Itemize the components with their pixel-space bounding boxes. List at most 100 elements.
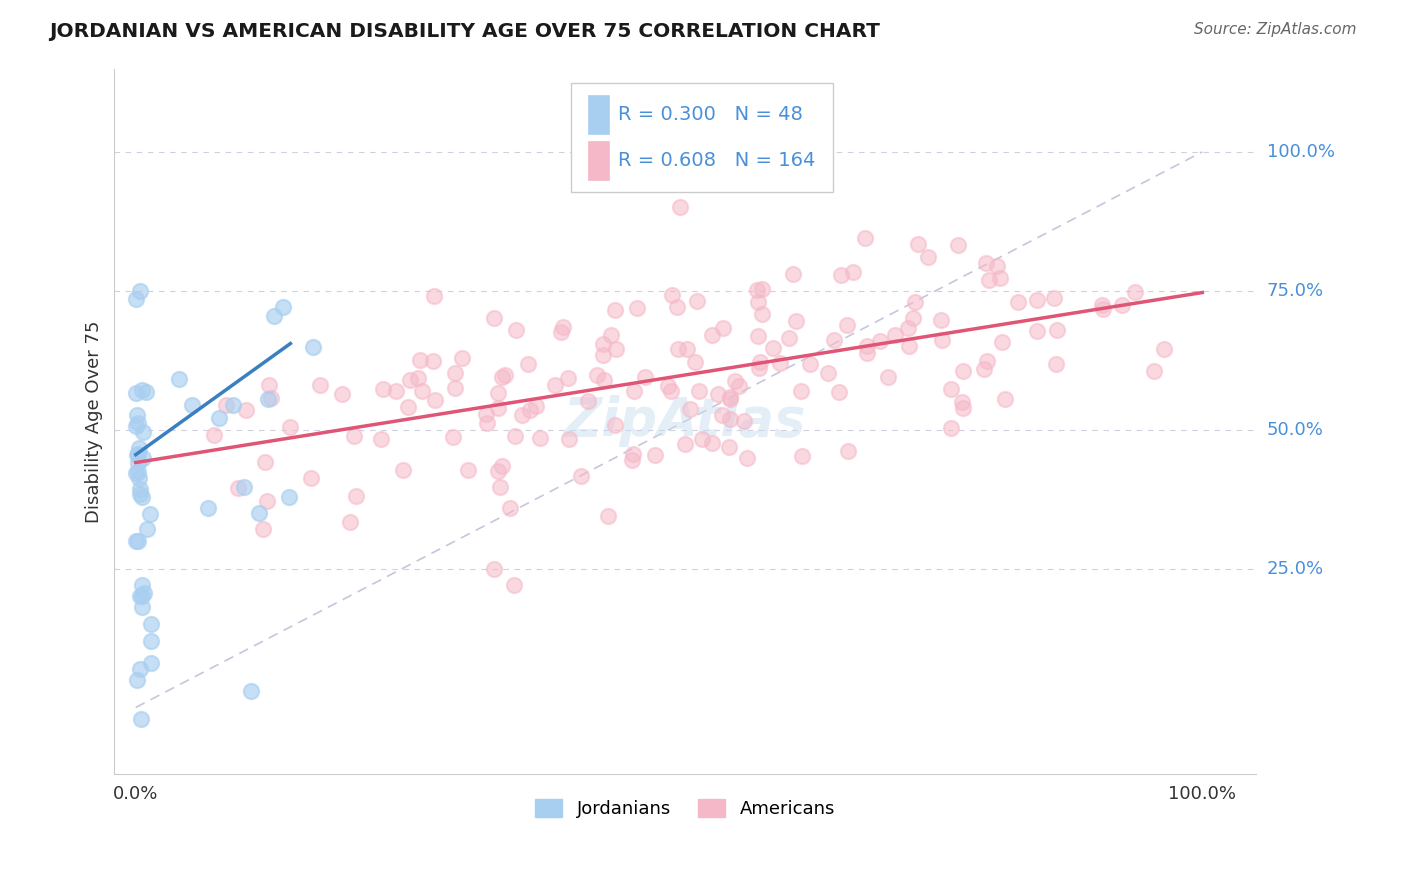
Point — [277, 490, 299, 504]
Point — [644, 448, 666, 462]
Point — [952, 401, 974, 416]
Point — [917, 250, 939, 264]
Point — [785, 314, 807, 328]
Point — [727, 156, 749, 170]
Point — [1043, 291, 1066, 305]
Point — [127, 456, 149, 470]
Point — [950, 395, 973, 409]
Point — [939, 382, 962, 396]
Point — [994, 392, 1017, 406]
Point — [600, 327, 623, 342]
Point — [603, 417, 626, 432]
Point — [256, 494, 278, 508]
Point — [235, 402, 257, 417]
Point — [720, 390, 742, 404]
Point — [510, 409, 533, 423]
Point — [128, 471, 150, 485]
Point — [623, 384, 645, 398]
Point — [256, 392, 278, 406]
Point — [700, 328, 723, 343]
Point — [571, 469, 593, 483]
Point — [128, 482, 150, 496]
Point — [557, 371, 579, 385]
Point — [457, 463, 479, 477]
Point — [125, 386, 148, 401]
Point — [240, 683, 263, 698]
Point — [131, 600, 153, 615]
Point — [131, 383, 153, 397]
Point — [505, 428, 527, 442]
Point — [720, 392, 742, 407]
Point — [747, 294, 769, 309]
Point — [139, 633, 162, 648]
Point — [399, 373, 422, 387]
Point — [263, 309, 285, 323]
Point — [897, 339, 920, 353]
Point — [620, 452, 643, 467]
Point — [931, 333, 953, 347]
Point — [519, 403, 541, 417]
Point — [502, 578, 524, 592]
Point — [253, 455, 276, 469]
FancyBboxPatch shape — [588, 141, 609, 179]
Point — [665, 300, 688, 314]
Point — [544, 378, 567, 392]
Point — [837, 444, 859, 458]
Point — [330, 387, 353, 401]
Point — [593, 373, 616, 387]
Point — [592, 336, 614, 351]
Point — [444, 366, 467, 380]
Point — [491, 458, 513, 473]
Point — [524, 400, 547, 414]
Point — [748, 355, 770, 369]
Point — [125, 409, 148, 423]
FancyBboxPatch shape — [588, 95, 609, 134]
Point — [139, 617, 162, 632]
Point — [626, 301, 648, 316]
Point — [486, 401, 509, 416]
Point — [976, 354, 998, 368]
Point — [271, 300, 294, 314]
Point — [1111, 298, 1133, 312]
Point — [842, 265, 865, 279]
Text: 25.0%: 25.0% — [1267, 559, 1324, 577]
Point — [735, 450, 758, 465]
Point — [1091, 301, 1114, 316]
Point — [278, 419, 301, 434]
Point — [769, 356, 792, 370]
Point — [385, 384, 408, 398]
Point — [482, 561, 505, 575]
Point — [132, 425, 155, 439]
Point — [127, 465, 149, 479]
Point — [929, 313, 952, 327]
Point — [946, 238, 969, 252]
Point — [451, 351, 474, 365]
Point — [125, 292, 148, 306]
Point — [129, 487, 152, 501]
Point — [486, 464, 509, 478]
Point — [751, 307, 773, 321]
Point — [309, 378, 332, 392]
Point — [444, 381, 467, 395]
Point — [688, 384, 710, 398]
Point — [711, 409, 734, 423]
FancyBboxPatch shape — [571, 83, 834, 192]
Point — [127, 533, 149, 548]
Point — [128, 662, 150, 676]
Point — [778, 331, 800, 345]
Point — [856, 346, 879, 360]
Point — [169, 372, 191, 386]
Point — [718, 440, 741, 454]
Point — [226, 481, 249, 495]
Point — [1007, 294, 1029, 309]
Point — [343, 428, 366, 442]
Point — [131, 589, 153, 603]
Point — [669, 201, 692, 215]
Point — [685, 355, 707, 369]
Point — [789, 384, 811, 398]
Point — [991, 335, 1014, 350]
Point — [853, 231, 876, 245]
Point — [876, 370, 898, 384]
Point — [558, 432, 581, 446]
Point — [125, 533, 148, 548]
